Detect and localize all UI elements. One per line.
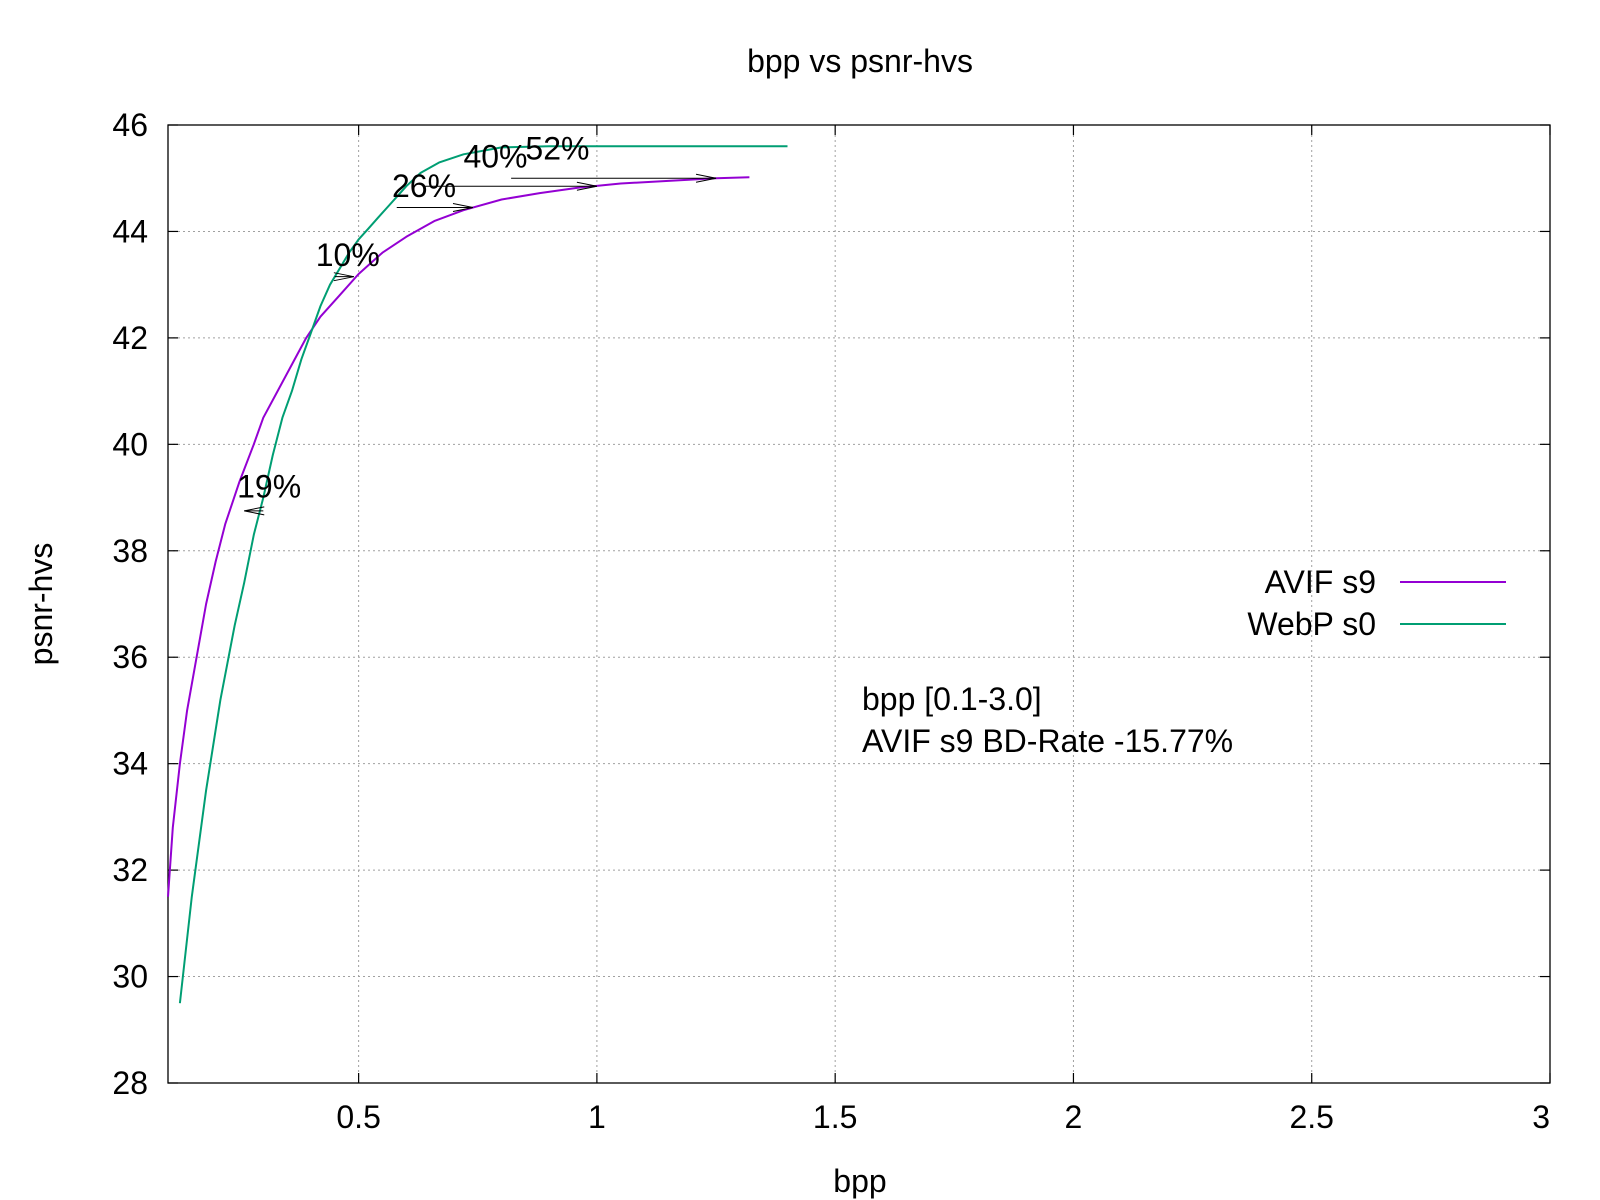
annotation-label: 19% [237,469,301,505]
annotation-arrowhead [244,506,265,516]
grid [168,125,1550,1083]
x-tick-label: 2 [1065,1099,1083,1135]
bd-rate-note: bpp [0.1-3.0] AVIF s9 BD-Rate -15.77% [862,681,1233,759]
x-tick-label: 0.5 [336,1099,380,1135]
annotations: 19%10%26%40%52% [237,131,717,516]
legend: AVIF s9 WebP s0 [1247,564,1506,642]
y-tick-label: 38 [112,533,148,569]
x-axis-label: bpp [833,1163,886,1199]
legend-label-webp: WebP s0 [1247,606,1376,642]
y-tick-label: 44 [112,213,148,249]
chart-title: bpp vs psnr-hvs [747,43,973,79]
y-axis-label: psnr-hvs [23,543,59,666]
bd-rate-value-note: AVIF s9 BD-Rate -15.77% [862,723,1233,759]
x-tick-label: 1.5 [813,1099,857,1135]
annotation-arrowhead [695,173,717,183]
annotation-label: 10% [316,237,380,273]
annotation-label: 40% [463,139,527,175]
x-tick-label: 3 [1532,1099,1550,1135]
y-tick-label: 40 [112,426,148,462]
bpp-range-note: bpp [0.1-3.0] [862,681,1042,717]
series-lines [167,145,788,1004]
annotation-label: 52% [525,131,589,167]
x-tick-label: 2.5 [1289,1099,1333,1135]
legend-label-avif: AVIF s9 [1265,564,1376,600]
y-tick-label: 46 [112,107,148,143]
y-tick-label: 42 [112,320,148,356]
axis-ticks: 28 30 32 34 36 38 40 42 44 46 0.5 1 1.5 2 2.5 3 [112,107,1551,1135]
y-tick-label: 28 [112,1065,148,1101]
annotation-arrowhead [452,203,474,212]
x-tick-label: 1 [588,1099,606,1135]
annotation-arrowhead [576,181,597,191]
y-tick-label: 32 [112,852,148,888]
y-tick-label: 34 [112,746,148,782]
plot-frame [167,124,1551,1084]
y-tick-label: 30 [112,959,148,995]
series-line-webp [178,145,788,1004]
annotation-arrowhead [333,272,354,282]
y-tick-label: 36 [112,639,148,675]
